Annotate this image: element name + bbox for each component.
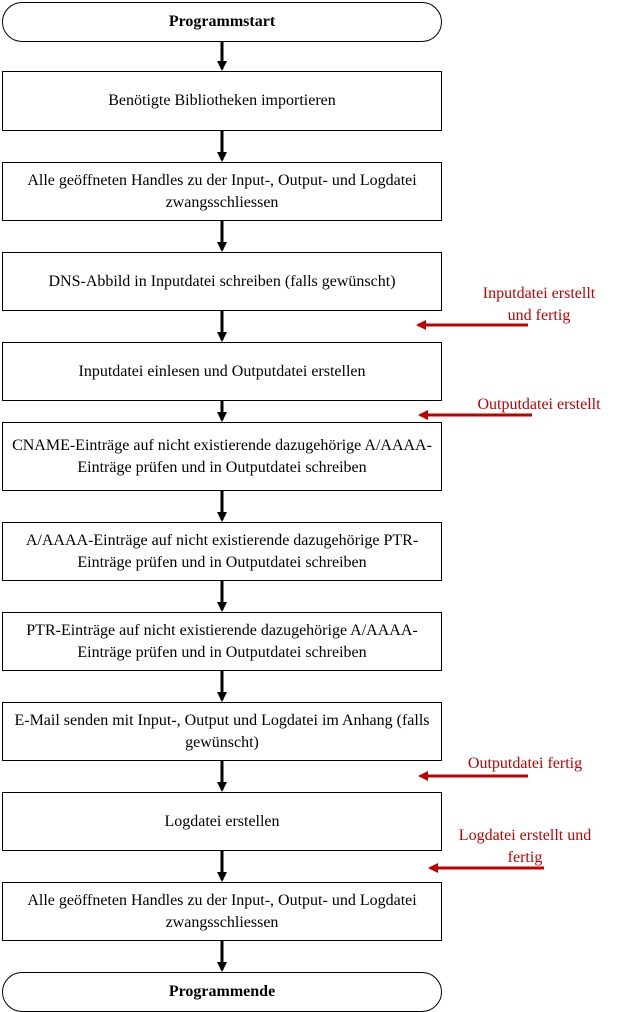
step-label: Alle geöffneten Handles zu der Input-, O… <box>27 171 417 211</box>
step-close-handles-initial: Alle geöffneten Handles zu der Input-, O… <box>2 162 442 221</box>
step-create-logfile: Logdatei erstellen <box>2 792 442 851</box>
annotation-line: Outputdatei fertig <box>467 755 583 772</box>
end-terminal: Programmende <box>2 972 442 1012</box>
annotation-logdatei-erstellt: Logdatei erstellt und fertig <box>430 825 620 869</box>
step-label: Benötigte Bibliotheken importieren <box>108 92 336 109</box>
step-check-cname: CNAME-Einträge auf nicht existierende da… <box>2 422 442 491</box>
end-label: Programmende <box>168 983 276 1000</box>
step-close-handles-final: Alle geöffneten Handles zu der Input-, O… <box>2 882 442 941</box>
step-label: A/AAAA-Einträge auf nicht existierende d… <box>25 531 419 571</box>
step-label: Inputdatei einlesen und Outputdatei erst… <box>78 362 366 380</box>
step-import-libraries: Benötigte Bibliotheken importieren <box>2 71 442 131</box>
step-label: DNS-Abbild in Inputdatei schreiben (fall… <box>48 272 396 290</box>
step-label: E-Mail senden mit Input-, Output und Log… <box>14 711 430 751</box>
annotation-line: Inputdatei erstellt <box>482 285 596 302</box>
step-label: Alle geöffneten Handles zu der Input-, O… <box>27 891 417 931</box>
annotation-line: Outputdatei erstellt <box>477 396 601 413</box>
step-label: CNAME-Einträge auf nicht existierende da… <box>12 436 432 476</box>
start-terminal: Programmstart <box>2 2 442 42</box>
annotation-line: Logdatei erstellt und <box>458 827 592 844</box>
annotation-inputdatei-erstellt: Inputdatei erstellt und fertig <box>444 283 634 327</box>
annotation-line: fertig <box>507 849 543 866</box>
start-label: Programmstart <box>168 13 276 30</box>
annotation-outputdatei-fertig: Outputdatei fertig <box>430 753 620 775</box>
step-check-a-aaaa: A/AAAA-Einträge auf nicht existierende d… <box>2 522 442 581</box>
step-label: PTR-Einträge auf nicht existierende dazu… <box>26 621 418 661</box>
step-check-ptr: PTR-Einträge auf nicht existierende dazu… <box>2 612 442 671</box>
annotation-line: und fertig <box>507 307 571 324</box>
step-send-email: E-Mail senden mit Input-, Output und Log… <box>2 702 442 761</box>
annotation-outputdatei-erstellt: Outputdatei erstellt <box>444 394 634 416</box>
step-dns-dump: DNS-Abbild in Inputdatei schreiben (fall… <box>2 252 442 311</box>
step-label: Logdatei erstellen <box>164 812 280 830</box>
step-read-input-create-output: Inputdatei einlesen und Outputdatei erst… <box>2 342 442 401</box>
